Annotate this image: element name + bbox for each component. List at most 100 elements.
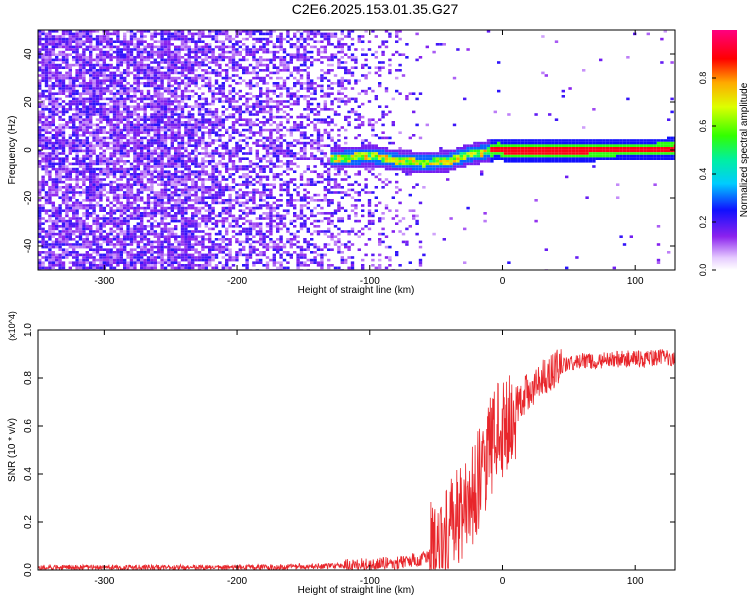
heatmap-cell — [68, 32, 72, 36]
heatmap-cell — [112, 167, 117, 171]
heatmap-cell — [140, 253, 144, 257]
heatmap-cell — [133, 152, 137, 155]
heatmap-cell — [61, 89, 66, 93]
heatmap-cell — [68, 134, 72, 137]
heatmap-cell — [211, 37, 215, 41]
heatmap-cell — [72, 245, 76, 249]
heatmap-cell — [38, 30, 42, 33]
heatmap-cell — [221, 251, 225, 254]
heatmap-cell — [51, 212, 55, 215]
heatmap-cell — [123, 141, 127, 145]
heatmap-cell — [119, 95, 123, 98]
heatmap-cell — [204, 222, 208, 225]
heatmap-cell — [109, 227, 113, 231]
heatmap-cell — [279, 227, 283, 231]
heatmap-cell — [106, 217, 110, 220]
heatmap-cell — [248, 248, 253, 251]
heatmap-cell — [133, 230, 137, 233]
heatmap-cell — [167, 89, 171, 93]
heatmap-cell — [68, 209, 72, 212]
heatmap-cell — [51, 160, 55, 163]
heatmap-cell — [187, 186, 191, 189]
heatmap-cell — [293, 212, 297, 215]
heatmap-cell — [191, 157, 195, 160]
heatmap-cell — [279, 245, 283, 249]
heatmap-cell — [48, 121, 52, 124]
heatmap-cell — [259, 63, 263, 67]
heatmap-cell — [214, 152, 219, 155]
heatmap-cell — [279, 165, 283, 168]
heatmap-cell — [180, 248, 185, 251]
heatmap-cell — [170, 217, 174, 220]
heatmap-cell — [228, 35, 232, 38]
heatmap-cell — [75, 30, 79, 33]
heatmap-cell — [75, 50, 79, 54]
heatmap-cell — [153, 147, 157, 150]
heatmap-cell — [201, 245, 205, 249]
heatmap-cell — [150, 61, 154, 64]
heatmap-cell — [109, 126, 113, 129]
heatmap-cell — [72, 63, 76, 67]
heatmap-cell — [78, 56, 83, 59]
heatmap-cell — [269, 35, 273, 38]
heatmap-cell — [242, 102, 246, 106]
heatmap-cell — [58, 253, 62, 257]
heatmap-cell — [61, 160, 66, 163]
heatmap-cell — [38, 56, 42, 59]
heatmap-cell — [126, 53, 130, 56]
heatmap-cell — [228, 196, 232, 199]
heatmap-cell — [269, 97, 273, 101]
heatmap-cell — [112, 258, 117, 262]
heatmap-cell — [252, 222, 256, 225]
heatmap-cell — [89, 79, 93, 82]
heatmap-cell — [221, 40, 225, 43]
heatmap-cell — [109, 66, 113, 69]
heatmap-cell — [289, 102, 293, 106]
heatmap-cell — [177, 264, 181, 267]
heatmap-cell — [272, 43, 276, 46]
heatmap-cell — [136, 256, 140, 259]
heatmap-cell — [259, 95, 263, 98]
heatmap-cell — [126, 149, 130, 153]
heatmap-cell — [153, 152, 157, 155]
heatmap-cell — [75, 191, 79, 194]
heatmap-cell — [160, 219, 164, 223]
heatmap-cell — [116, 264, 120, 267]
heatmap-cell — [44, 232, 49, 236]
heatmap-cell — [282, 243, 287, 246]
heatmap-cell — [75, 100, 79, 103]
heatmap-cell — [259, 87, 263, 90]
heatmap-cell — [160, 235, 164, 238]
heatmap-cell — [85, 167, 89, 171]
heatmap-cell — [58, 79, 62, 82]
heatmap-cell — [163, 170, 168, 173]
heatmap-cell — [112, 144, 117, 147]
heatmap-cell — [65, 58, 69, 62]
heatmap-cell — [150, 32, 154, 36]
heatmap-cell — [265, 266, 270, 270]
heatmap-cell — [136, 199, 140, 202]
heatmap-cell — [51, 113, 55, 116]
heatmap-cell — [126, 206, 130, 210]
heatmap-cell — [51, 134, 55, 137]
heatmap-cell — [143, 126, 147, 129]
heatmap-cell — [204, 108, 208, 111]
heatmap-cell — [191, 152, 195, 155]
heatmap-cell — [146, 157, 151, 160]
heatmap-cell — [153, 35, 157, 38]
heatmap-cell — [38, 128, 42, 132]
heatmap-cell — [231, 123, 236, 127]
heatmap-cell — [153, 165, 157, 168]
heatmap-cell — [58, 186, 62, 189]
heatmap-cell — [211, 209, 215, 212]
heatmap-cell — [194, 121, 198, 124]
heatmap-cell — [269, 240, 273, 244]
heatmap-cell — [153, 167, 157, 171]
heatmap-cell — [180, 243, 185, 246]
heatmap-cell — [282, 162, 287, 166]
heatmap-cell — [95, 84, 100, 88]
heatmap-cell — [123, 35, 127, 38]
heatmap-cell — [191, 149, 195, 153]
heatmap-cell — [102, 162, 106, 166]
heatmap-cell — [255, 144, 259, 147]
